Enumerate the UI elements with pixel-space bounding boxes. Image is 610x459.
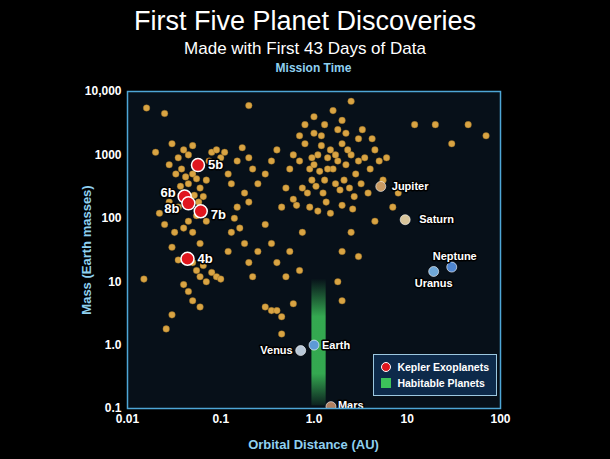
svg-text:6b: 6b xyxy=(160,185,175,200)
html-text:Mass (Earth masses): Mass (Earth masses) xyxy=(78,185,94,315)
html-text:Made with First 43 Days of Dat: Made with First 43 Days of Data xyxy=(184,39,426,58)
svg-text:Uranus: Uranus xyxy=(415,277,453,289)
svg-text:Jupiter: Jupiter xyxy=(392,180,429,192)
svg-text:10,000: 10,000 xyxy=(85,84,122,98)
svg-text:1.0: 1.0 xyxy=(306,412,323,426)
svg-text:Mars: Mars xyxy=(338,399,364,411)
svg-text:0.1: 0.1 xyxy=(104,401,122,416)
svg-text:10: 10 xyxy=(401,412,415,426)
svg-text:100: 100 xyxy=(101,211,121,225)
html-text:First Five Planet Discoveries: First Five Planet Discoveries xyxy=(134,6,476,36)
svg-text:0.01: 0.01 xyxy=(116,412,140,426)
svg-text:0.1: 0.1 xyxy=(212,412,229,426)
svg-text:7b: 7b xyxy=(211,207,226,222)
html-text:Orbital Distance (AU): Orbital Distance (AU) xyxy=(248,437,379,452)
svg-text:10: 10 xyxy=(108,275,122,289)
svg-text:8b: 8b xyxy=(164,201,179,216)
html-text:Mission Time: Mission Time xyxy=(275,61,352,75)
svg-text:100: 100 xyxy=(490,412,510,426)
svg-text:5b: 5b xyxy=(208,157,223,172)
html-text:Habitable Planets: Habitable Planets xyxy=(397,377,485,389)
svg-text:Venus: Venus xyxy=(260,344,292,356)
svg-text:Neptune: Neptune xyxy=(433,250,477,262)
svg-text:Saturn: Saturn xyxy=(419,213,454,225)
html-text:Kepler Exoplanets: Kepler Exoplanets xyxy=(397,361,489,373)
svg-text:Earth: Earth xyxy=(322,339,350,351)
svg-text:1000: 1000 xyxy=(95,148,122,162)
svg-text:1.0: 1.0 xyxy=(105,338,122,352)
svg-text:4b: 4b xyxy=(198,251,213,266)
